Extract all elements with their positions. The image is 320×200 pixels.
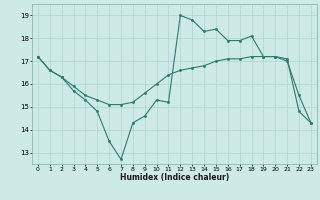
- X-axis label: Humidex (Indice chaleur): Humidex (Indice chaleur): [120, 173, 229, 182]
